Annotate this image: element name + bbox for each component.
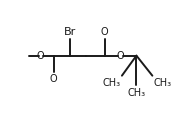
Text: CH₃: CH₃ <box>127 88 145 98</box>
Text: CH₃: CH₃ <box>102 78 120 88</box>
Text: O: O <box>101 27 108 37</box>
Text: O: O <box>117 51 124 61</box>
Text: O: O <box>37 51 45 61</box>
Text: O: O <box>50 74 58 84</box>
Text: Br: Br <box>64 27 76 37</box>
Text: CH₃: CH₃ <box>154 78 172 88</box>
